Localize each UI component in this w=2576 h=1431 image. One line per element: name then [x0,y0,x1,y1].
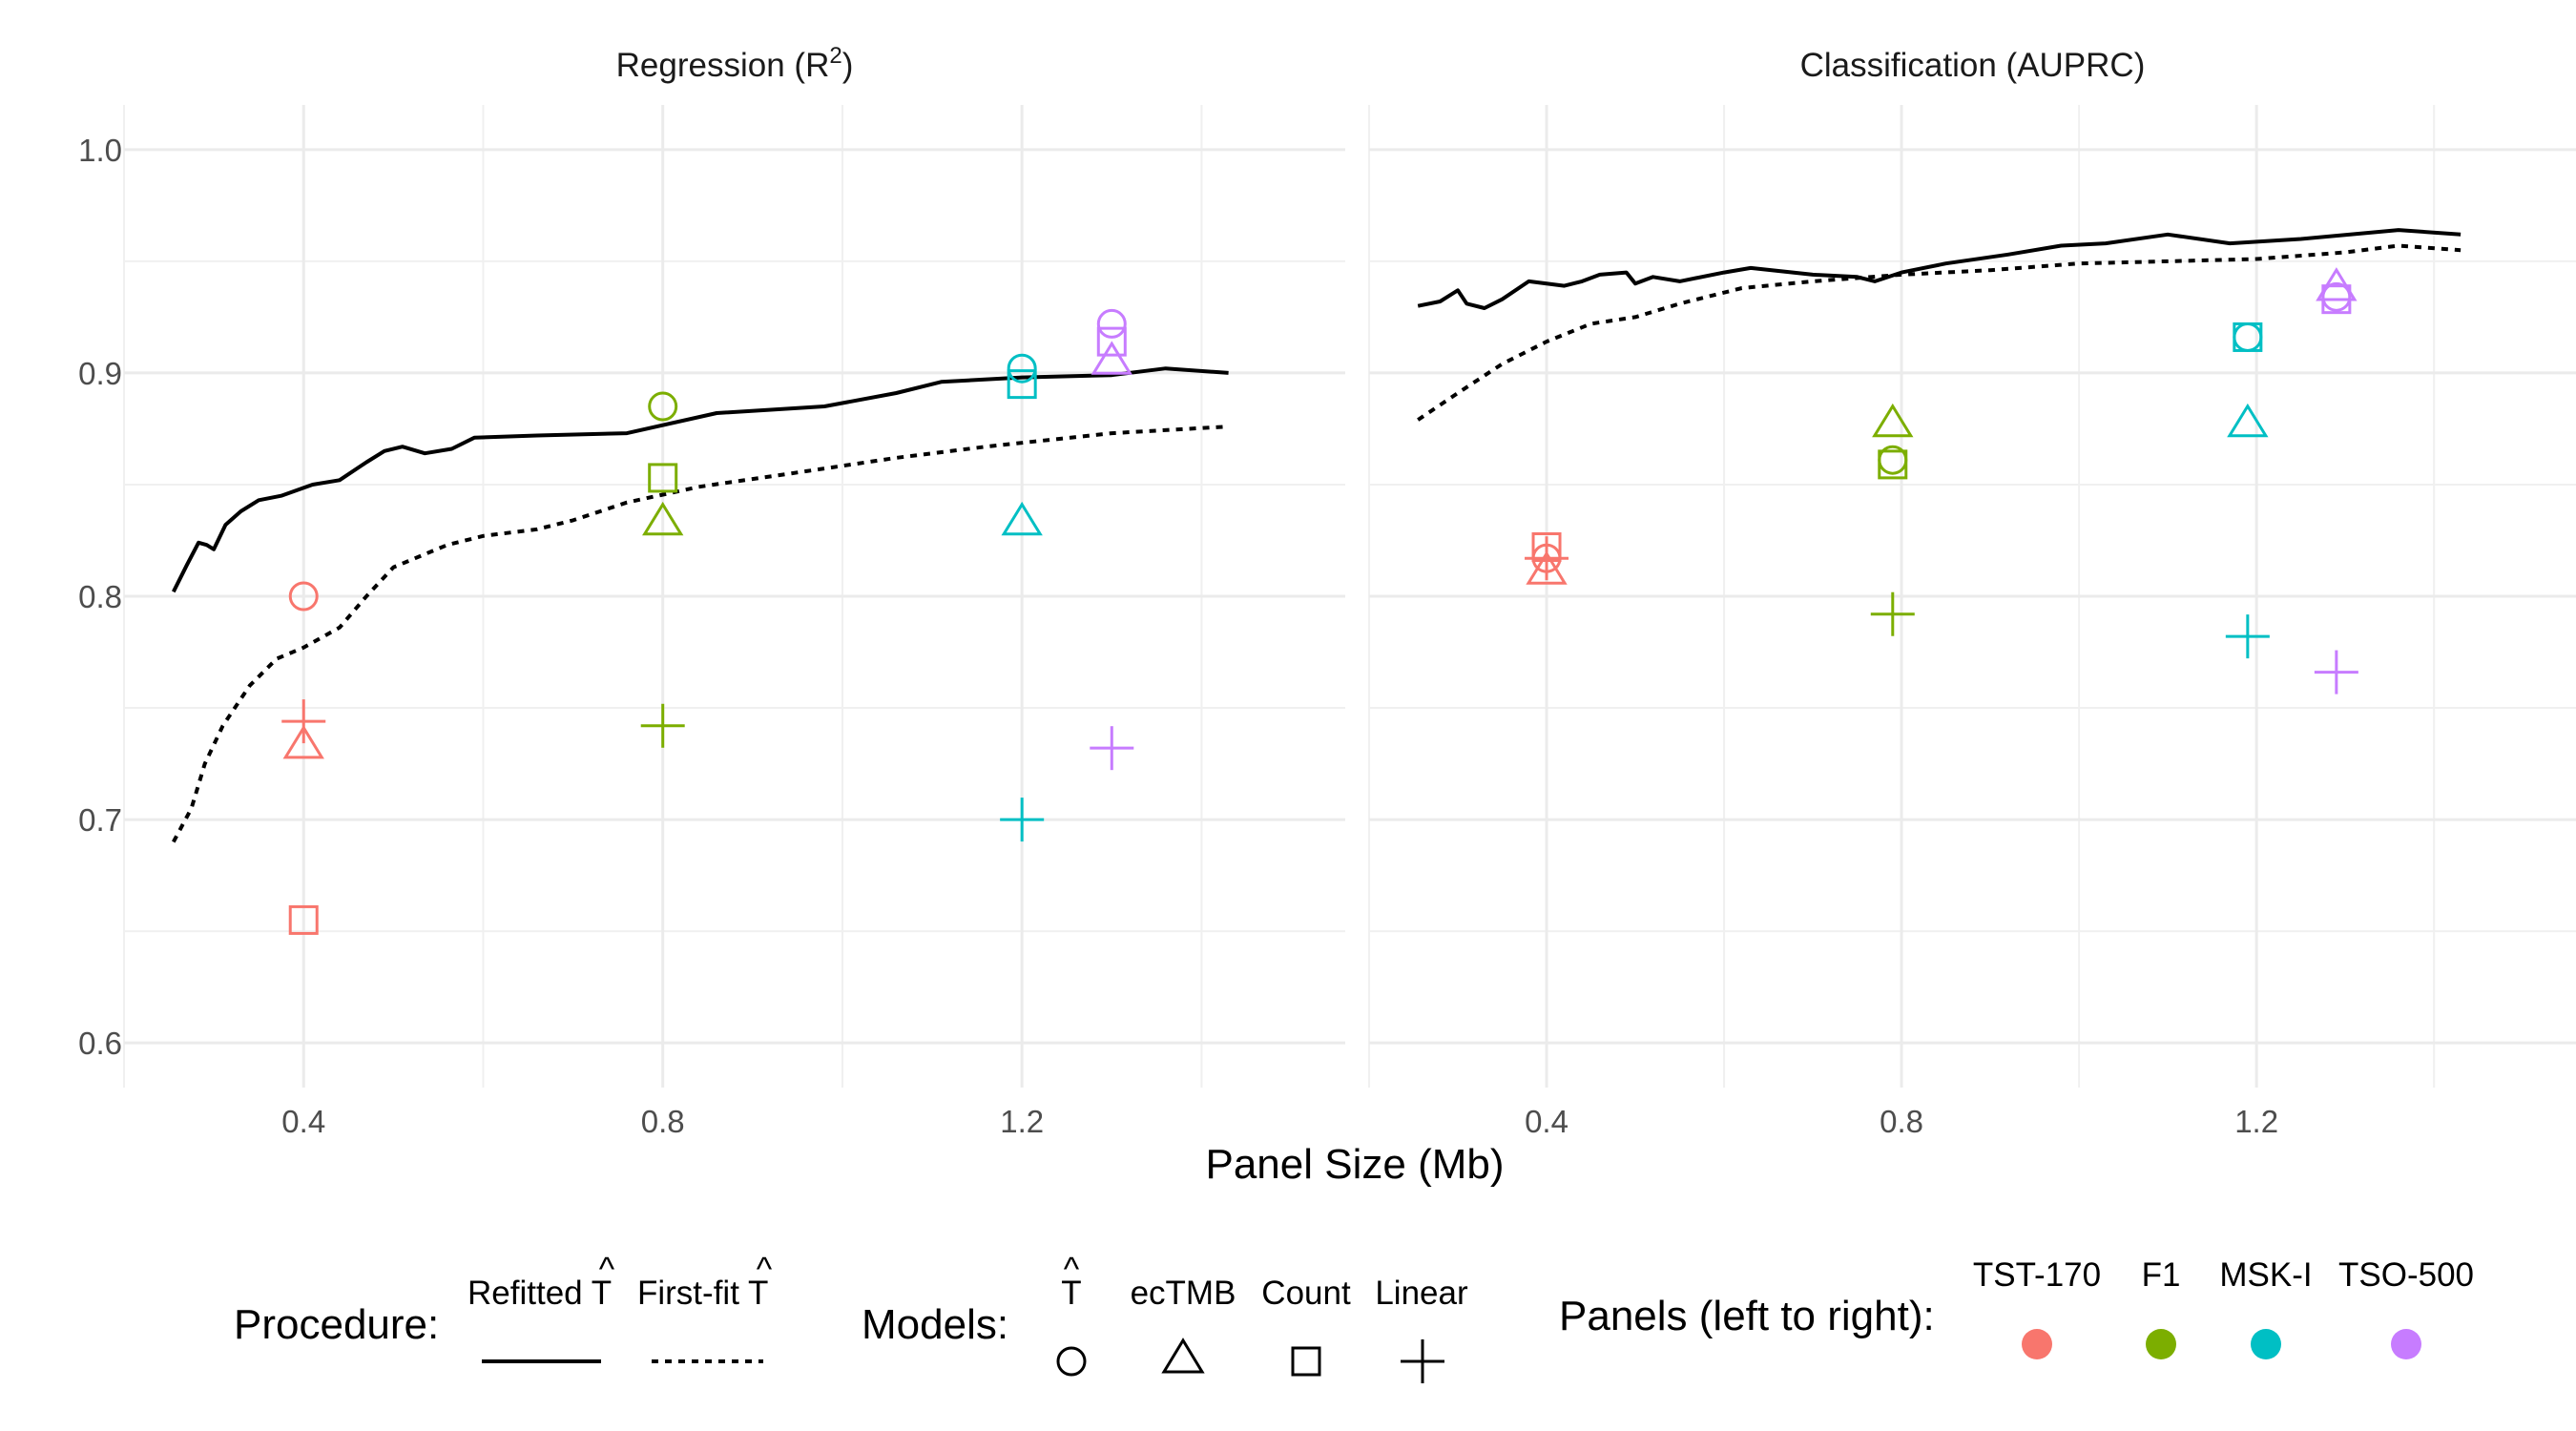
x-tick-label: 1.2 [1000,1104,1044,1139]
point-tst-170-plus [1525,536,1569,581]
x-tick-label: 0.8 [1880,1104,1923,1139]
y-tick-label: 0.7 [78,802,122,838]
legend-panels-title: Panels (left to right): [1559,1293,1935,1339]
facet-title-close: ) [2134,47,2146,84]
point-tst-170-plus [281,699,326,744]
x-tick-label: 0.4 [281,1104,325,1139]
facet-title-close: ) [842,47,854,84]
point-f1-circle [648,391,678,422]
point-msk-i-square [2233,321,2263,352]
point-tso-500-square [2321,284,2352,315]
point-f1-plus [1870,591,1915,636]
legend-panel-label-tso-500: TSO-500 [2338,1256,2474,1294]
series-line-first-fit [172,425,1229,843]
legend-procedure-label: Refitted T [467,1275,612,1312]
legend-procedure-item-refitted: Refitted T ^ [467,1251,615,1363]
facet-title-main: Regression ( [616,47,806,84]
y-tick-label: 0.6 [78,1026,122,1061]
facet-title: Regression (R2) [616,43,854,84]
legend-panel-dot-tso-500 [2391,1329,2421,1359]
legend-panel-label-f1: F1 [2142,1256,2181,1294]
point-tst-170-triangle [282,724,324,759]
legend-models-label-count: Count [1261,1275,1351,1312]
facet-classification: 0.4 0.8 1.2 Classification (AUPRC) [1368,47,2576,1139]
legend-panel-dot-msk-i [2251,1329,2281,1359]
x-tick-label: 0.8 [641,1104,685,1139]
legend-plus-symbol [1401,1339,1444,1383]
grid [123,105,1345,1088]
point-msk-i-triangle [1001,501,1043,536]
series-line-refitted [172,366,1229,593]
point-tso-500-plus [1090,726,1134,771]
series-line-first-fit [1417,243,2462,422]
point-tso-500-circle [1096,308,1127,339]
legend-panel-dot-tst-170 [2022,1329,2052,1359]
legend-hat-symbol: T [748,1275,768,1312]
legend-circle-symbol [1056,1346,1087,1377]
legend-procedure: Procedure: Refitted T ^ First-fit T ^ [234,1251,773,1363]
point-msk-i-triangle [2227,403,2269,438]
facet-title: Classification (AUPRC) [1800,47,2146,84]
legend-procedure-label-text: Refitted [467,1275,583,1312]
legend-procedure-title: Procedure: [234,1301,439,1348]
point-f1-plus [640,703,685,748]
points [1525,267,2358,695]
point-f1-square [648,463,678,493]
point-msk-i-plus [1000,798,1045,842]
legend-hat-symbol: T [592,1275,612,1312]
legend-procedure-label: First-fit T [637,1275,768,1312]
legend-panels: Panels (left to right): TST-170 F1 MSK-I TS… [1559,1256,2474,1359]
legend-models-label-linear: Linear [1375,1275,1468,1312]
point-tst-170-square [288,904,319,935]
point-tso-500-plus [2314,650,2358,695]
point-tso-500-square [1096,326,1127,357]
points [281,308,1134,935]
facet-title-paren: AUPRC [2017,47,2134,84]
hat-glyph: ^ [1064,1251,1080,1288]
x-tick-label: 0.4 [1525,1104,1568,1139]
legend-square-symbol [1291,1346,1321,1377]
point-f1-triangle [642,501,684,536]
x-axis-title: Panel Size (Mb) [1205,1141,1504,1188]
legend-panel-label-msk-i: MSK-I [2219,1256,2312,1294]
legend-triangle-symbol [1161,1338,1205,1374]
point-f1-triangle [1872,403,1914,438]
hat-glyph: ^ [757,1251,773,1288]
legend-models-hat-label: T [1061,1275,1081,1312]
legend-models-label-ectmb: ecTMB [1131,1275,1236,1312]
point-msk-i-square [1007,369,1037,400]
legend-panel-dot-f1 [2146,1329,2176,1359]
hat-glyph: ^ [599,1251,615,1288]
point-tso-500-triangle [1091,341,1132,375]
x-tick-label: 1.2 [2234,1104,2278,1139]
grid [1368,105,2576,1088]
facet-title-main: Classification ( [1800,47,2018,84]
y-tick-label: 0.8 [78,579,122,614]
legend-models-title: Models: [862,1301,1008,1348]
point-msk-i-circle [1007,353,1037,384]
point-tst-170-triangle [1526,550,1568,585]
y-tick-label: 0.9 [78,356,122,391]
legend-panel-label-tst-170: TST-170 [1973,1256,2101,1294]
point-tst-170-circle [288,581,319,612]
legend-procedure-item-first-fit: First-fit T ^ [637,1251,773,1363]
point-f1-square [1878,449,1908,480]
facet-regression: 0.6 0.7 0.8 0.9 1.0 0.4 0.8 1.2 Regression (R2) [78,43,1345,1139]
point-msk-i-plus [2225,614,2270,659]
legend-procedure-label-text: First-fit [637,1275,739,1312]
facet-title-paren: R [805,47,829,84]
series-line-refitted [1417,228,2462,310]
facet-title-superscript: 2 [829,43,841,69]
legend-models: Models: T ^ ecTMB Count Linear [862,1251,1468,1383]
y-tick-label: 1.0 [78,133,122,168]
